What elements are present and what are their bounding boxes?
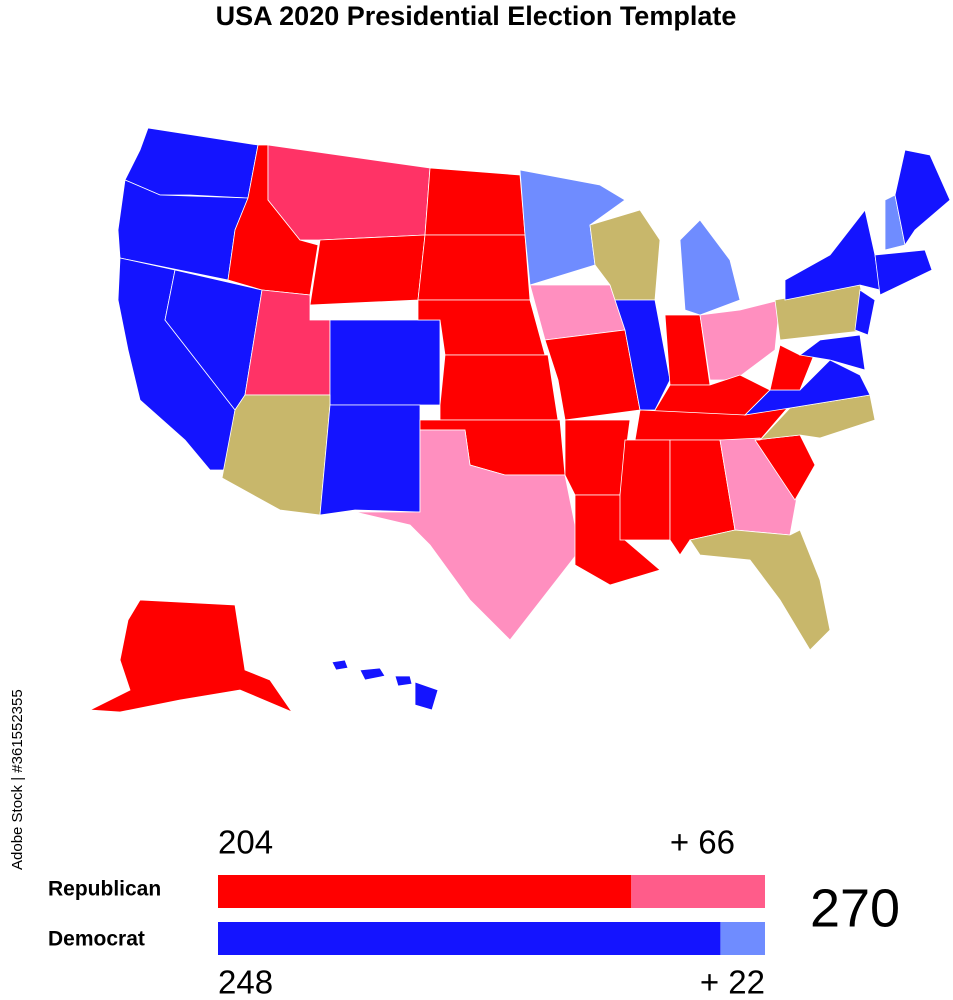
title: USA 2020 Presidential Election Template bbox=[216, 1, 737, 31]
watermark: Adobe Stock | #361552355 bbox=[9, 689, 26, 870]
solid-count: 204 bbox=[218, 824, 273, 861]
lean-bar bbox=[720, 922, 765, 955]
target-count: 270 bbox=[810, 878, 900, 938]
solid-bar bbox=[218, 875, 632, 908]
tally: Republican 204 + 66 Democrat 248 + 22 270 bbox=[48, 824, 900, 1000]
lean-count: + 66 bbox=[670, 824, 735, 861]
lean-count: + 22 bbox=[700, 964, 765, 1000]
party-name: Republican bbox=[48, 878, 161, 901]
us-map bbox=[88, 127, 951, 713]
solid-bar bbox=[218, 922, 721, 955]
solid-count: 248 bbox=[218, 964, 273, 1000]
party-name: Democrat bbox=[48, 928, 145, 951]
lean-bar bbox=[631, 875, 765, 908]
